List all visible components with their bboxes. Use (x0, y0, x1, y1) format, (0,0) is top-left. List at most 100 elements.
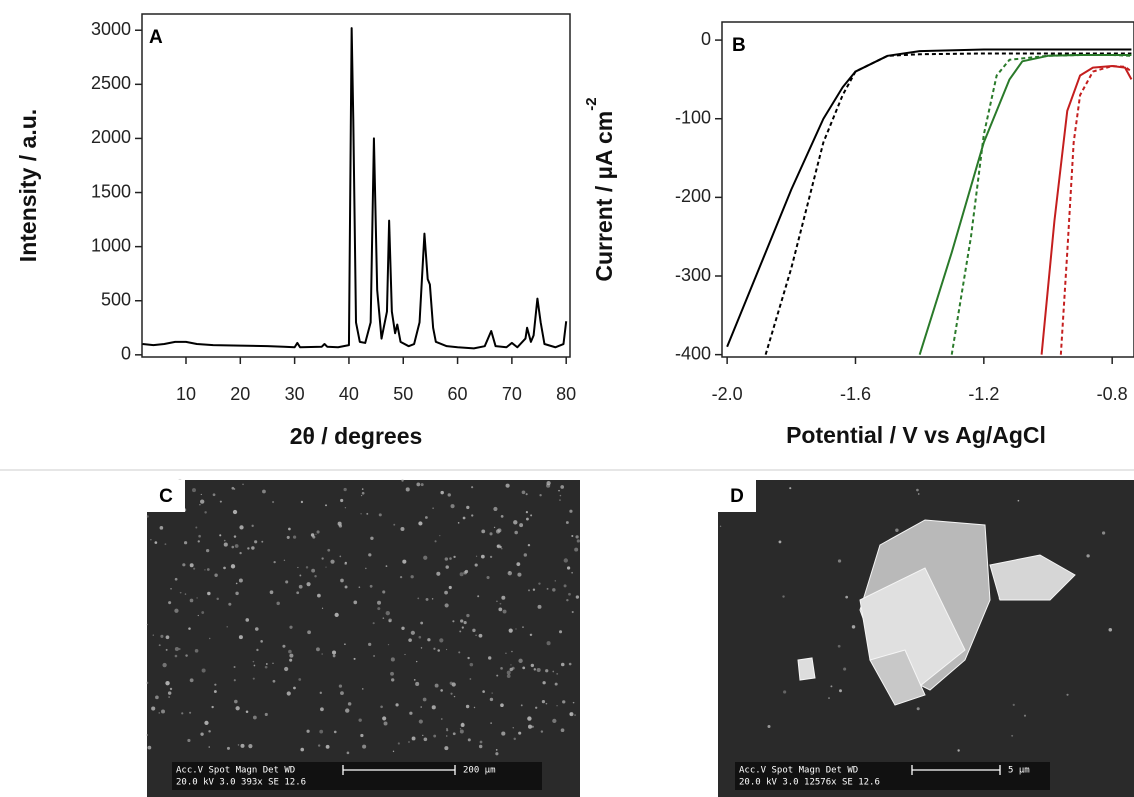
speck (174, 608, 179, 613)
speck (256, 648, 259, 652)
speck (272, 679, 276, 683)
speck (272, 500, 275, 504)
speck (433, 647, 436, 650)
speck (337, 521, 342, 526)
speck (554, 580, 556, 582)
speck (297, 566, 299, 569)
speck (247, 547, 250, 550)
data-line (918, 54, 1132, 355)
x-tick-label: -0.8 (1097, 384, 1128, 404)
speck (151, 706, 156, 711)
speck (208, 637, 211, 640)
speck (571, 571, 573, 574)
speck (155, 695, 159, 700)
speck (523, 553, 528, 557)
speck (546, 483, 551, 488)
speck (418, 635, 422, 639)
speck (460, 723, 465, 727)
speck (321, 607, 324, 609)
sem-image (147, 480, 580, 797)
speck (340, 691, 344, 696)
speck (767, 724, 771, 729)
speck (219, 534, 222, 537)
speck (206, 548, 210, 553)
speck (830, 685, 833, 688)
speck (515, 628, 517, 630)
speck (572, 701, 575, 704)
speck (208, 730, 211, 733)
speck (527, 716, 532, 721)
speck (234, 544, 239, 548)
speck (472, 628, 476, 633)
speck (576, 539, 580, 543)
speck (527, 543, 531, 547)
speck (450, 692, 453, 695)
speck (444, 603, 449, 608)
y-tick-label: -100 (675, 107, 711, 127)
speck (380, 705, 383, 709)
speck (500, 515, 504, 518)
speck (239, 525, 244, 530)
speck (507, 570, 512, 576)
speck (238, 635, 243, 640)
speck (285, 580, 289, 584)
x-tick-label: 60 (448, 384, 468, 404)
speck (233, 488, 236, 490)
speck (423, 737, 428, 742)
speck (314, 574, 317, 578)
speck (416, 482, 421, 487)
speck (498, 607, 503, 612)
speck (469, 678, 472, 680)
speck (446, 735, 448, 737)
speck (423, 555, 428, 560)
speck (495, 749, 498, 751)
speck (556, 672, 559, 675)
speck (410, 630, 415, 635)
y-axis-label: Intensity / a.u. (15, 109, 41, 262)
speck (212, 493, 216, 497)
speck (232, 509, 238, 515)
speck (340, 578, 344, 583)
speck (459, 728, 462, 730)
speck (165, 680, 170, 686)
speck (1102, 531, 1106, 535)
speck (420, 483, 424, 487)
x-axis-label: Potential / V vs Ag/AgCl (786, 422, 1046, 448)
speck (372, 622, 375, 625)
speck (334, 612, 339, 618)
y-axis-label-sup: -2 (583, 97, 600, 110)
speck (145, 733, 149, 737)
speck (188, 627, 191, 630)
speck (353, 600, 358, 605)
speck (393, 523, 396, 526)
speck (179, 591, 182, 594)
speck (437, 649, 440, 652)
data-line (764, 52, 1132, 355)
speck (307, 630, 311, 635)
plot-area (142, 27, 568, 350)
speck (298, 584, 303, 589)
speck (360, 494, 363, 497)
speck (214, 573, 218, 577)
speck (223, 566, 226, 570)
speck (251, 546, 255, 550)
speck (189, 598, 194, 603)
speck (467, 656, 470, 660)
speck (195, 526, 198, 529)
speck (432, 507, 435, 510)
speck (513, 520, 518, 525)
speck (546, 641, 551, 646)
speck (216, 597, 219, 601)
speck (200, 493, 202, 496)
speck (254, 540, 258, 544)
speck (319, 729, 324, 734)
speck (558, 489, 560, 492)
speck (385, 565, 388, 567)
speck (199, 504, 201, 506)
y-tick-label: -300 (675, 265, 711, 285)
speck (525, 511, 528, 514)
speck (422, 734, 424, 737)
speck (289, 658, 293, 662)
speck (404, 653, 406, 656)
speck (434, 540, 437, 543)
